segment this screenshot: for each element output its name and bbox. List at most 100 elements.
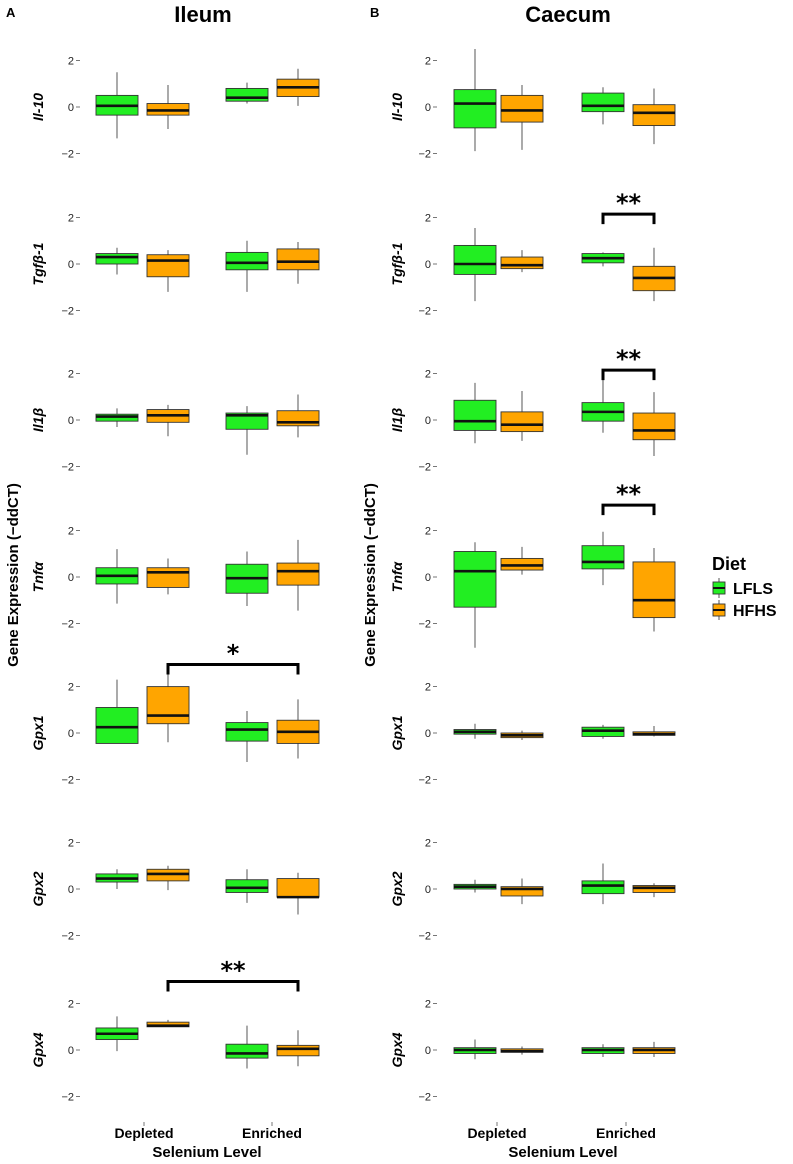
box-depleted-hfhs: [146, 404, 190, 437]
box-body: [632, 412, 676, 441]
box-enriched-hfhs: [632, 726, 676, 737]
box-body: [581, 545, 625, 570]
box-depleted-hfhs: [500, 391, 544, 441]
box-enriched-lfls: [225, 710, 269, 762]
box-enriched-hfhs: [632, 88, 676, 145]
gene-row: Tnfα 2 0 −2: [30, 526, 320, 630]
gene-row: Il1β 2 0 −2: [30, 369, 320, 473]
panel-letter: A: [6, 5, 16, 20]
y-tick-label: 0: [68, 415, 74, 427]
y-tick-label: 0: [425, 572, 431, 584]
box-depleted-lfls: [453, 382, 497, 444]
bracket-line: [601, 212, 656, 225]
y-tick-label: 2: [425, 213, 431, 225]
box-depleted-lfls: [453, 1039, 497, 1060]
box-body: [500, 256, 544, 270]
box-enriched-lfls: [225, 240, 269, 292]
y-tick-label: 0: [68, 728, 74, 740]
box-depleted-hfhs: [500, 250, 544, 273]
box-enriched-hfhs: [276, 68, 320, 106]
box-depleted-hfhs: [500, 546, 544, 575]
significance-bracket: **: [601, 480, 656, 516]
y-tick-label: 2: [68, 838, 74, 850]
gene-label: Tgfβ-1: [30, 242, 46, 285]
box-enriched-lfls: [225, 82, 269, 104]
box-enriched-hfhs: [632, 392, 676, 456]
significance-bracket: **: [601, 189, 656, 225]
box-enriched-lfls: [225, 1025, 269, 1069]
gene-row: Gpx2 2 0 −2: [389, 838, 676, 942]
box-depleted-lfls: [95, 549, 139, 604]
y-tick-label: 2: [68, 56, 74, 68]
y-tick-label: 2: [68, 999, 74, 1011]
significance-bracket: *: [166, 640, 300, 675]
box-depleted-lfls: [95, 72, 139, 139]
panel-title: Caecum: [525, 2, 611, 27]
box-body: [581, 880, 625, 895]
y-tick-label: −2: [418, 461, 431, 473]
box-body: [500, 94, 544, 123]
significance-bracket: **: [166, 957, 300, 992]
panel-letter: B: [370, 5, 379, 20]
box-depleted-lfls: [95, 679, 139, 744]
box-body: [581, 92, 625, 113]
box-enriched-hfhs: [276, 872, 320, 915]
x-tick-label: Depleted: [114, 1125, 173, 1141]
y-tick-label: 2: [68, 213, 74, 225]
x-axis-label: Selenium Level: [152, 1144, 261, 1161]
gene-label: Gpx2: [30, 871, 46, 906]
y-tick-label: 0: [68, 884, 74, 896]
gene-label: Gpx2: [389, 871, 405, 906]
box-enriched-lfls: [581, 87, 625, 125]
bracket-line: [601, 368, 656, 381]
box-body: [276, 248, 320, 271]
box-body: [95, 707, 139, 744]
y-tick-label: 0: [425, 728, 431, 740]
gene-label: Gpx4: [30, 1032, 46, 1067]
gene-row: Gpx2 2 0 −2: [30, 838, 320, 942]
y-tick-label: 0: [68, 1045, 74, 1057]
box-depleted-hfhs: [146, 558, 190, 595]
y-tick-label: 2: [425, 526, 431, 538]
y-tick-label: 2: [425, 682, 431, 694]
y-axis-label: Gene Expression (−ddCT): [5, 483, 22, 667]
box-enriched-lfls: [225, 551, 269, 606]
gene-row: Tgfβ-1 2 0 −2: [30, 213, 320, 317]
y-tick-label: −2: [61, 305, 74, 317]
gene-label: Il-10: [30, 93, 46, 121]
y-tick-label: 0: [68, 259, 74, 271]
y-tick-label: −2: [418, 618, 431, 630]
bracket-line: [601, 503, 656, 516]
box-enriched-lfls: [581, 1044, 625, 1057]
x-tick-label: Enriched: [242, 1125, 302, 1141]
bracket-line: [166, 663, 300, 675]
y-tick-label: −2: [61, 618, 74, 630]
y-tick-label: −2: [418, 1091, 431, 1103]
gene-row: Gpx4 2 0 −2 **: [30, 957, 320, 1103]
y-tick-label: −2: [418, 930, 431, 942]
y-tick-label: −2: [61, 774, 74, 786]
y-tick-label: 0: [425, 884, 431, 896]
y-tick-label: 0: [425, 415, 431, 427]
box-body: [500, 411, 544, 433]
y-tick-label: 2: [425, 999, 431, 1011]
y-tick-label: 0: [425, 102, 431, 114]
box-enriched-lfls: [225, 869, 269, 903]
box-body: [225, 722, 269, 742]
box-depleted-hfhs: [146, 84, 190, 130]
gene-row: Tgfβ-1 2 0 −2 **: [389, 189, 676, 317]
box-enriched-hfhs: [632, 883, 676, 898]
box-body: [453, 89, 497, 129]
legend-label: LFLS: [733, 581, 773, 598]
gene-label: Gpx1: [30, 715, 46, 750]
y-tick-label: 2: [425, 56, 431, 68]
significance-stars: **: [220, 957, 246, 985]
y-tick-label: 0: [68, 572, 74, 584]
box-enriched-hfhs: [276, 394, 320, 438]
y-tick-label: −2: [418, 305, 431, 317]
y-tick-label: −2: [61, 930, 74, 942]
box-enriched-hfhs: [276, 241, 320, 284]
legend-title: Diet: [712, 554, 746, 574]
gene-row: Gpx4 2 0 −2: [389, 999, 676, 1103]
gene-row: Il-10 2 0 −2: [389, 49, 676, 160]
